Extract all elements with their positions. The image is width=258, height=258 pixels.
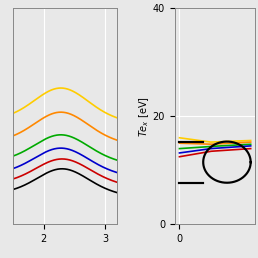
Y-axis label: $Te_x$ [eV]: $Te_x$ [eV] (138, 96, 151, 136)
